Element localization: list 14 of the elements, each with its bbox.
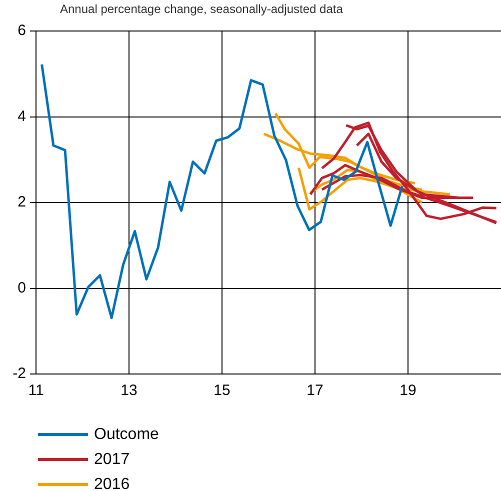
y-tick-label: 2 bbox=[18, 194, 26, 211]
legend-label: 2016 bbox=[94, 476, 130, 491]
legend-label: Outcome bbox=[94, 426, 159, 444]
y-tick-label: 0 bbox=[18, 279, 26, 296]
x-tick-label: 13 bbox=[120, 382, 138, 400]
x-tick-label: 19 bbox=[400, 382, 416, 400]
x-tick-label: 15 bbox=[214, 382, 230, 400]
y-tick-label: 4 bbox=[18, 108, 26, 125]
y-tick-label: 6 bbox=[18, 22, 26, 40]
y-tick-label: -2 bbox=[12, 365, 26, 382]
legend-label: 2017 bbox=[94, 450, 130, 468]
chart-title: Annual percentage change, seasonally-adjusted data bbox=[59, 1, 344, 18]
x-tick-label: 17 bbox=[306, 382, 324, 400]
x-tick-label: 11 bbox=[28, 382, 44, 400]
